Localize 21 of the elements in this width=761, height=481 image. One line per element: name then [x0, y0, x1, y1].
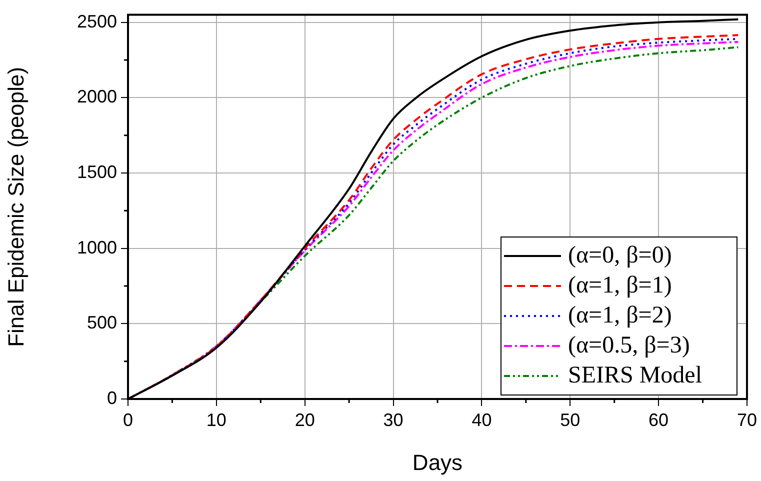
y-axis-title: Final Epidemic Size (people) — [3, 66, 28, 347]
x-tick-label: 30 — [383, 410, 404, 430]
x-tick-label: 40 — [472, 410, 492, 430]
x-tick-label: 10 — [206, 410, 226, 430]
x-tick-label: 60 — [648, 410, 669, 430]
legend-label: SEIRS Model — [568, 362, 702, 388]
y-tick-label: 0 — [106, 388, 117, 408]
x-tick-label: 0 — [122, 410, 134, 430]
legend-label: (α=0, β=0) — [568, 242, 672, 268]
x-axis-title: Days — [412, 450, 463, 475]
y-tick-label: 1500 — [76, 162, 117, 182]
legend-label: (α=1, β=1) — [568, 272, 672, 298]
y-tick-label: 2500 — [76, 11, 117, 32]
y-tick-label: 1000 — [76, 237, 117, 258]
y-tick-label: 2000 — [76, 86, 117, 107]
y-tick-label: 500 — [86, 312, 117, 333]
legend-label: (α=1, β=2) — [568, 302, 672, 328]
legend-label: (α=0.5, β=3) — [568, 332, 690, 358]
x-tick-label: 20 — [294, 410, 315, 430]
x-tick-label: 70 — [736, 410, 758, 430]
x-tick-label: 50 — [560, 410, 580, 430]
